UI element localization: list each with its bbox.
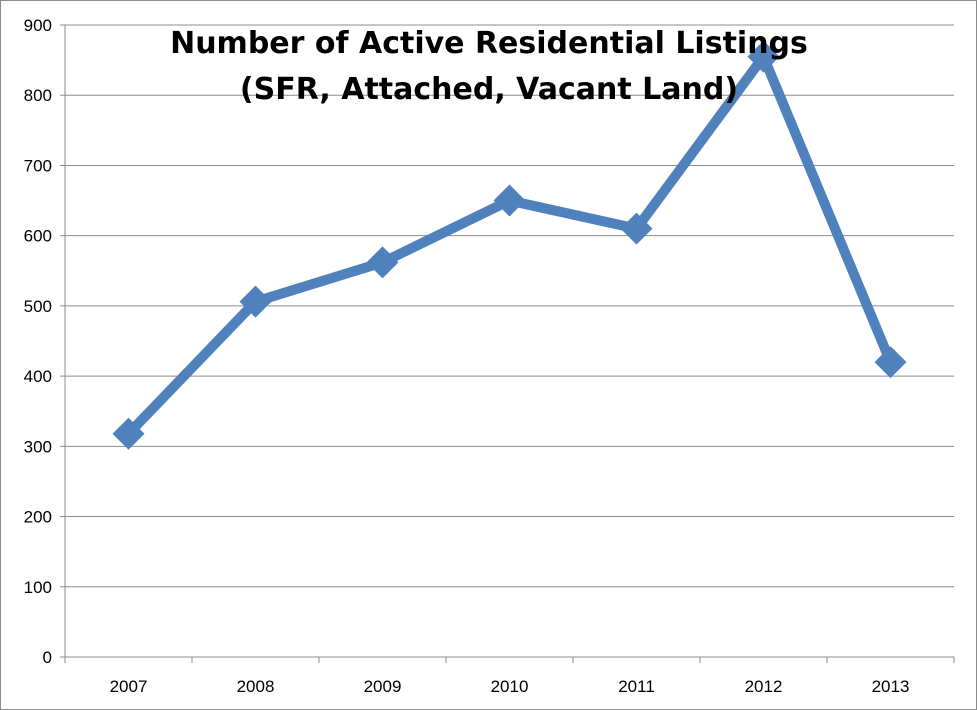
gridlines — [65, 24, 954, 588]
x-tick-label: 2008 — [237, 677, 275, 696]
data-point-marker — [874, 346, 907, 379]
chart-subtitle: (SFR, Attached, Vacant Land) — [240, 72, 738, 107]
data-point-marker — [620, 212, 653, 245]
y-tick-label: 800 — [24, 86, 52, 105]
y-tick-label: 400 — [24, 367, 52, 386]
y-tick-label: 600 — [24, 227, 52, 246]
x-tick-label: 2011 — [618, 677, 655, 696]
axes: 0 100 200 300 400 500 600 700 800 900 2007 2008 2009… — [24, 16, 955, 696]
data-point-marker — [747, 40, 780, 73]
series-polyline — [124, 46, 896, 438]
x-tick-label: 2007 — [110, 677, 148, 696]
y-tick-label: 0 — [43, 648, 52, 667]
y-tick-label: 900 — [24, 16, 52, 35]
series-line — [124, 46, 896, 438]
data-point-marker — [239, 285, 272, 318]
y-tick-label: 700 — [24, 156, 52, 175]
x-tick-label: 2010 — [491, 677, 529, 696]
chart-title: Number of Active Residential Listings — [170, 26, 808, 61]
x-tick-label: 2012 — [745, 677, 783, 696]
data-point-marker — [112, 417, 145, 450]
y-tick-label: 200 — [24, 508, 52, 527]
x-tick-label: 2013 — [872, 677, 910, 696]
chart-title-group: Number of Active Residential Listings (S… — [170, 26, 808, 107]
y-tick-label: 300 — [24, 437, 52, 456]
x-tick-label: 2009 — [364, 677, 402, 696]
data-point-marker — [366, 246, 399, 279]
y-tick-label: 100 — [24, 578, 52, 597]
data-markers — [112, 40, 907, 450]
data-point-marker — [493, 184, 526, 217]
y-tick-label: 500 — [24, 297, 52, 316]
